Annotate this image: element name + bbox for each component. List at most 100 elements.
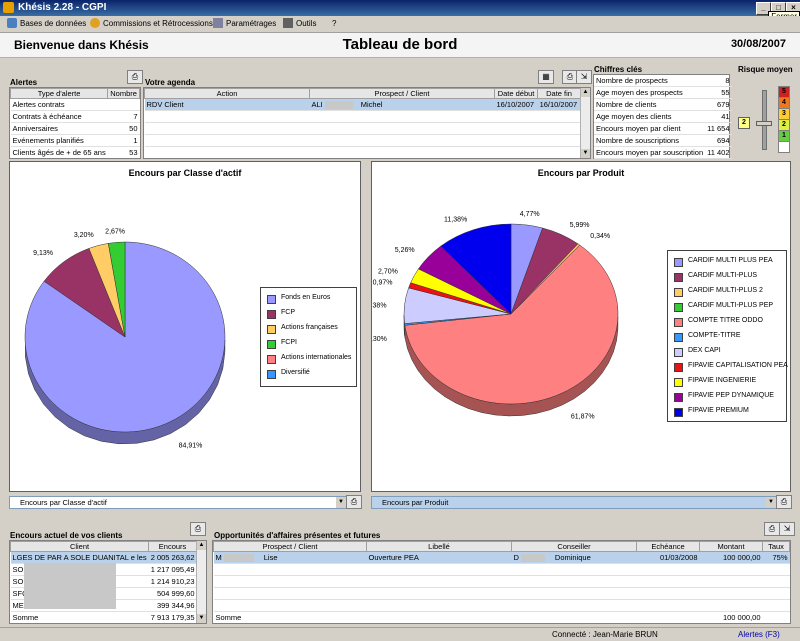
- legend-label: COMPTE-TITRE: [688, 332, 741, 339]
- export-opportunites-button[interactable]: ⇲: [779, 522, 795, 536]
- col-header[interactable]: Encours: [149, 542, 197, 552]
- table-row[interactable]: [145, 123, 581, 135]
- col-header[interactable]: Type d'alerte: [11, 89, 108, 99]
- alerts-shortcut[interactable]: Alertes (F3): [738, 630, 780, 639]
- table-row[interactable]: [214, 588, 790, 600]
- tools-icon: [283, 18, 293, 28]
- scroll-up-icon[interactable]: ▲: [197, 541, 206, 550]
- client-amount: 1 217 095,49: [149, 564, 197, 576]
- risk-slider-track: [762, 90, 767, 150]
- legend-swatch: [674, 303, 683, 312]
- legend-swatch: [674, 378, 683, 387]
- legend-swatch: [674, 393, 683, 402]
- legend-label: Actions françaises: [281, 324, 338, 331]
- select-value: Encours par Classe d'actif: [20, 498, 107, 507]
- col-header[interactable]: Nombre: [108, 89, 140, 99]
- scroll-up-icon[interactable]: ▲: [581, 88, 590, 97]
- print-chart-right-button[interactable]: ⎙: [776, 495, 792, 509]
- col-header[interactable]: Taux: [763, 542, 790, 552]
- encours-scrollbar[interactable]: ▲ ▼: [196, 541, 206, 623]
- legend-swatch: [674, 258, 683, 267]
- agenda-scrollbar[interactable]: ▲ ▼: [580, 88, 590, 158]
- total-label: Somme: [11, 612, 149, 624]
- kpi-label: Age moyen des clients: [594, 111, 705, 123]
- alert-type: Contrats à échéance: [11, 111, 108, 123]
- alertes-title: Alertes: [10, 78, 37, 87]
- select-value: Encours par Produit: [382, 498, 448, 507]
- col-header[interactable]: Prospect / Client: [214, 542, 367, 552]
- risque-title: Risque moyen: [738, 65, 793, 74]
- opp-libelle: Ouverture PEA: [367, 552, 512, 564]
- kpi-value: 11 402: [705, 147, 731, 159]
- col-header[interactable]: Prospect / Client: [310, 89, 495, 99]
- chart-left-select[interactable]: Encours par Classe d'actif ▼: [9, 496, 347, 509]
- risk-slider-handle[interactable]: [756, 121, 772, 126]
- col-header[interactable]: Montant: [700, 542, 763, 552]
- print-chart-left-button[interactable]: ⎙: [346, 495, 362, 509]
- pie-data-label: 5,26%: [395, 247, 415, 254]
- table-row[interactable]: [214, 564, 790, 576]
- calendar-button[interactable]: ▦: [538, 70, 554, 84]
- legend-swatch: [674, 408, 683, 417]
- col-header[interactable]: Conseiller: [512, 542, 637, 552]
- col-header[interactable]: Date fin: [538, 89, 581, 99]
- col-header[interactable]: Date début: [495, 89, 538, 99]
- menu-commissions[interactable]: Commissions et Rétrocessions: [103, 19, 213, 28]
- col-header[interactable]: Action: [145, 89, 310, 99]
- table-row[interactable]: Alertes contrats: [11, 99, 140, 111]
- client-amount: 504 999,60: [149, 588, 197, 600]
- chevron-down-icon[interactable]: ▼: [766, 497, 776, 508]
- print-alertes-button[interactable]: ⎙: [127, 70, 143, 84]
- alert-count: 53: [108, 147, 140, 159]
- conseiller-part: Dominique: [555, 553, 591, 562]
- scroll-down-icon[interactable]: ▼: [581, 149, 590, 158]
- client-amount: 2 005 263,62: [149, 552, 197, 564]
- table-row[interactable]: [214, 600, 790, 612]
- print-encours-button[interactable]: ⎙: [190, 522, 206, 536]
- col-header[interactable]: Libellé: [367, 542, 512, 552]
- chart-right-select[interactable]: Encours par Produit ▼: [371, 496, 777, 509]
- pie-data-label: 6,38%: [372, 302, 387, 309]
- connected-user: Connecté : Jean-Marie BRUN: [552, 630, 658, 639]
- col-header[interactable]: Echéance: [637, 542, 700, 552]
- pie-data-label: 5,99%: [570, 222, 590, 229]
- table-row[interactable]: [145, 135, 581, 147]
- print-opportunites-button[interactable]: ⎙: [764, 522, 780, 536]
- opp-taux: 75%: [763, 552, 790, 564]
- legend-label: FIPAVIE PREMIUM: [688, 407, 749, 414]
- legend-swatch: [674, 348, 683, 357]
- export-agenda-button[interactable]: ⇲: [576, 70, 592, 84]
- client-amount: 399 344,96: [149, 600, 197, 612]
- menu-help[interactable]: ?: [332, 19, 336, 28]
- dashboard-header: Bienvenue dans Khésis Tableau de bord 30…: [0, 33, 800, 58]
- chevron-down-icon[interactable]: ▼: [336, 497, 346, 508]
- app-icon: [3, 2, 14, 13]
- table-row[interactable]: [145, 111, 581, 123]
- pie-data-label: 0,34%: [590, 233, 610, 240]
- total-label: Somme: [214, 612, 367, 624]
- col-header[interactable]: Client: [11, 542, 149, 552]
- menu-parametrages[interactable]: Paramétrages: [226, 19, 276, 28]
- agenda-table: Action Prospect / Client Date début Date…: [143, 87, 591, 159]
- menu-outils[interactable]: Outils: [296, 19, 316, 28]
- menu-bases-de-donnees[interactable]: Bases de données: [20, 19, 86, 28]
- table-row[interactable]: [214, 576, 790, 588]
- client-name-part: Michel: [361, 100, 383, 109]
- scroll-down-icon[interactable]: ▼: [197, 614, 206, 623]
- database-icon: [7, 18, 17, 28]
